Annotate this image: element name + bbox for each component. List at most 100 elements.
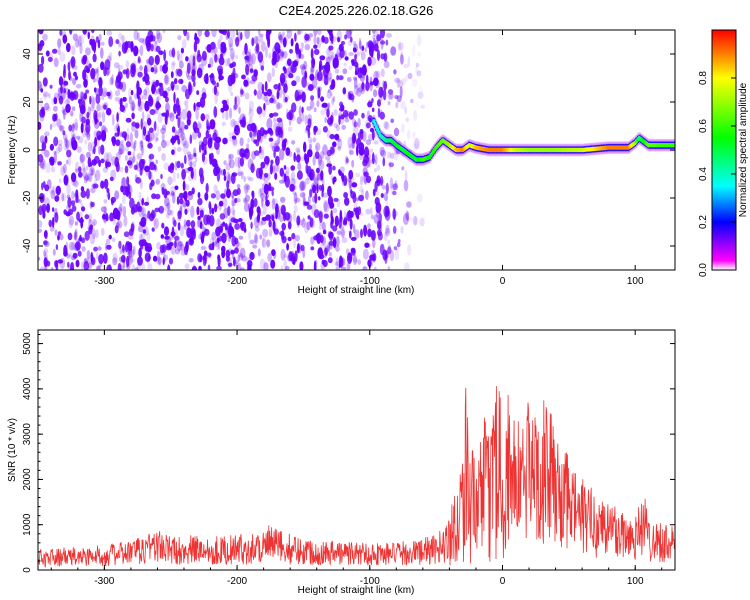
noise-blob [196, 90, 200, 95]
noise-blob [324, 247, 328, 256]
noise-blob [172, 171, 176, 183]
noise-blob [383, 52, 388, 62]
noise-blob [280, 77, 285, 86]
noise-blob [245, 55, 251, 68]
noise-blob [74, 118, 79, 130]
noise-blob [286, 243, 289, 251]
noise-blob [393, 246, 398, 251]
noise-blob [253, 68, 258, 75]
noise-blob [301, 42, 304, 49]
noise-blob [117, 64, 124, 70]
noise-blob [120, 185, 124, 193]
noise-blob [201, 141, 204, 151]
noise-blob [334, 52, 341, 58]
noise-blob [353, 121, 359, 128]
noise-blob [105, 238, 111, 245]
noise-blob [237, 148, 243, 156]
noise-blob [315, 73, 319, 78]
noise-blob [167, 176, 173, 186]
noise-blob [358, 146, 365, 156]
noise-blob [254, 234, 259, 245]
noise-blob [325, 56, 331, 66]
noise-blob [419, 217, 425, 227]
noise-blob [393, 149, 399, 161]
noise-blob [67, 90, 73, 100]
noise-blob [108, 51, 113, 61]
noise-blob [127, 151, 132, 156]
noise-blob [125, 117, 132, 123]
noise-blob [359, 212, 364, 217]
noise-blob [302, 191, 306, 203]
noise-blob [279, 51, 285, 57]
noise-blob [261, 41, 266, 52]
noise-blob [39, 113, 45, 122]
noise-blob [217, 57, 221, 63]
noise-blob [190, 227, 196, 236]
noise-blob [370, 47, 374, 59]
noise-blob [277, 31, 282, 41]
noise-blob [269, 163, 273, 175]
noise-blob [214, 204, 219, 209]
y-tick-label: 40 [22, 48, 33, 60]
noise-blob [106, 188, 110, 193]
noise-blob [259, 258, 266, 270]
noise-blob [156, 96, 160, 108]
noise-blob [324, 80, 329, 86]
noise-blob [387, 244, 392, 254]
noise-blob [177, 240, 183, 252]
noise-blob [271, 190, 274, 197]
noise-blob [228, 43, 233, 51]
noise-blob [374, 154, 378, 166]
noise-blob [92, 183, 99, 189]
noise-blob [263, 130, 269, 135]
noise-blob [262, 228, 269, 238]
noise-blob [361, 45, 365, 51]
noise-blob [113, 62, 120, 69]
noise-blob [335, 266, 341, 270]
noise-blob [222, 197, 228, 209]
noise-blob [334, 261, 341, 267]
noise-blob [227, 57, 231, 67]
noise-blob [415, 62, 420, 68]
noise-blob [155, 88, 162, 95]
noise-blob [310, 236, 315, 245]
noise-blob [75, 228, 78, 239]
noise-blob [38, 30, 44, 35]
noise-blob [291, 140, 296, 145]
noise-blob [58, 125, 65, 132]
noise-blob [275, 213, 278, 220]
noise-blob [382, 89, 387, 101]
noise-blob [399, 85, 403, 98]
noise-blob [373, 77, 379, 87]
noise-blob [152, 255, 158, 262]
noise-blob [327, 72, 333, 80]
noise-blob [367, 56, 372, 67]
noise-blob [111, 237, 116, 242]
noise-blob [118, 262, 123, 270]
noise-blob [222, 221, 226, 227]
noise-blob [45, 260, 51, 267]
noise-blob [79, 153, 84, 165]
noise-blob [346, 77, 352, 82]
noise-blob [191, 187, 195, 195]
noise-blob [137, 198, 143, 210]
noise-blob [184, 183, 190, 191]
noise-blob [171, 126, 176, 133]
noise-blob [163, 74, 170, 85]
noise-blob [357, 82, 363, 93]
noise-blob [243, 202, 250, 212]
noise-blob [103, 91, 108, 97]
noise-blob [335, 257, 339, 266]
noise-blob [385, 224, 390, 234]
noise-blob [186, 151, 192, 158]
noise-blob [52, 216, 55, 228]
noise-blob [313, 30, 318, 36]
noise-blob [251, 150, 256, 160]
noise-blob [348, 143, 352, 156]
noise-blob [240, 170, 244, 180]
noise-blob [45, 162, 51, 174]
noise-blob [363, 146, 370, 158]
noise-blob [218, 200, 224, 207]
noise-blob [266, 192, 269, 199]
